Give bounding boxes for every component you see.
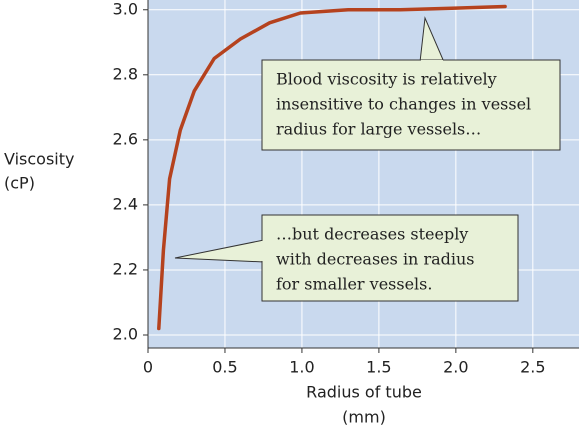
x-axis-label: Radius of tube (306, 383, 422, 402)
x-tick-label: 0 (143, 358, 153, 377)
y-tick-label: 2.8 (113, 64, 138, 83)
line-series (157, 4, 507, 331)
y-axis-label: (cP) (4, 174, 35, 193)
x-axis-label: (mm) (342, 408, 386, 427)
y-tick-label: 3.0 (113, 0, 138, 18)
callout-box (261, 59, 561, 151)
x-tick-label: 2.0 (443, 358, 468, 377)
callout-box (261, 214, 519, 302)
x-tick-label: 0.5 (212, 358, 237, 377)
annotation-text: for smaller vessels. (276, 275, 432, 294)
x-tick-label: 1.5 (366, 358, 391, 377)
y-tick-label: 2.6 (113, 129, 138, 148)
annotation-text: with decreases in radius (276, 250, 475, 269)
annotation-text: radius for large vessels… (276, 120, 481, 139)
x-tick-label: 2.5 (520, 358, 545, 377)
annotation-text: insensitive to changes in vessel (276, 95, 531, 114)
y-axis-label: Viscosity (4, 150, 74, 169)
y-tick-label: 2.4 (113, 194, 138, 213)
y-tick-label: 2.0 (113, 324, 138, 343)
x-tick-label: 1.0 (289, 358, 314, 377)
annotation-text: …but decreases steeply (276, 225, 468, 244)
y-tick-label: 2.2 (113, 259, 138, 278)
annotation-text: Blood viscosity is relatively (276, 70, 497, 89)
